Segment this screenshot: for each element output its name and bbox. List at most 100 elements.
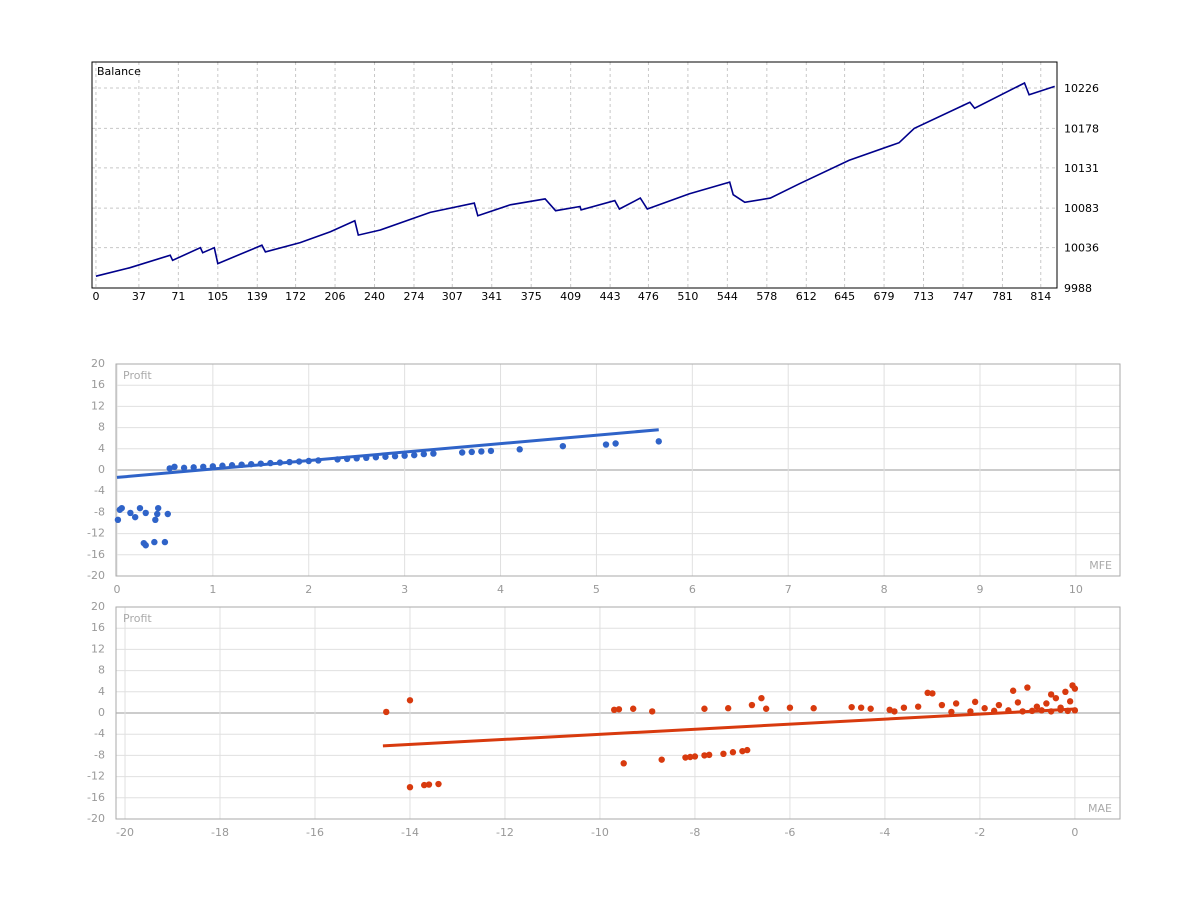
scatter-point [948,708,955,716]
scatter-point [990,707,998,715]
x-tick-label: 0 [113,583,120,596]
x-tick-label: -6 [784,826,795,839]
scatter-point [391,453,399,460]
x-tick-label: 510 [677,290,698,303]
scatter-point [1033,703,1041,710]
scatter-point [612,440,619,447]
scatter-point [1057,706,1064,714]
scatter-point [257,460,264,467]
y-tick-label: 0 [98,463,105,476]
x-tick-label: 9 [976,583,983,596]
scatter-point [276,459,284,466]
scatter-point [682,754,689,761]
x-tick-label: 375 [521,290,542,303]
scatter-point [758,694,765,702]
scatter-point [516,446,523,453]
x-tick-label: 544 [717,290,738,303]
scatter-point [295,458,303,465]
scatter-point [981,705,988,712]
x-tick-label: 7 [785,583,792,596]
scatter-point [343,455,351,463]
trend-line [382,707,1075,748]
y-tick-label: 10036 [1064,242,1099,255]
scatter-point [248,460,255,468]
scatter-point [1019,708,1026,715]
scatter-point [967,708,974,715]
y-tick-label: 16 [91,621,105,634]
scatter-point [353,455,360,462]
scatter-point [848,703,855,711]
scatter-point [142,542,149,549]
x-tick-label: 3 [401,583,408,596]
scatter-point [1071,685,1079,692]
scatter-point [929,690,936,697]
x-tick-label: -12 [496,826,514,839]
x-tick-label: 578 [756,290,777,303]
scatter-point [180,464,188,472]
x-tick-label: 2 [305,583,312,596]
trend-line [116,428,659,479]
y-tick-label: 8 [98,421,105,434]
scatter-point [1014,699,1022,706]
scatter-point [435,780,442,788]
x-tick-label: -20 [116,826,134,839]
scatter-point [420,450,428,458]
scatter-point [478,448,485,455]
scatter-point [131,513,139,521]
x-tick-label: 645 [834,290,855,303]
scatter-point [867,705,874,712]
x-tick-label: 240 [364,290,385,303]
x-tick-label: 8 [881,583,888,596]
scatter-point [620,760,627,767]
scatter-point [152,516,159,524]
x-tick-label: -18 [211,826,229,839]
scatter-point [161,538,169,546]
x-tick-label: 105 [207,290,228,303]
x-tick-label: 341 [481,290,502,303]
scatter-point [142,509,149,517]
scatter-point [658,756,665,763]
x-tick-label: 172 [285,290,306,303]
scatter-point [171,463,178,471]
scatter-point [1071,707,1079,714]
scatter-point [315,457,322,464]
scatter-point [127,509,134,517]
scatter-point [136,504,144,512]
scatter-point [602,441,610,448]
scatter-point [118,504,125,512]
scatter-point [701,752,708,759]
x-tick-label: -16 [306,826,324,839]
x-tick-label: 206 [325,290,346,303]
scatter-point [1066,698,1074,705]
y-tick-label: 9988 [1064,282,1092,295]
y-tick-label: 12 [91,642,105,655]
plot-border [115,363,1121,577]
scatter-point [383,708,390,716]
y-tick-label: -4 [94,727,105,740]
scatter-point [421,781,428,789]
y-tick-label: 4 [98,685,105,698]
x-tick-label: 10 [1069,583,1083,596]
x-tick-label: 679 [874,290,895,303]
x-tick-label: 4 [497,583,504,596]
y-tick-label: -16 [87,548,105,561]
chart-title: Balance [97,65,141,78]
x-axis-label: MFE [1089,559,1112,572]
y-tick-label: 0 [98,706,105,719]
x-tick-label: 0 [92,290,99,303]
scatter-point [705,751,713,759]
scatter-point [559,442,567,450]
scatter-point [372,454,380,461]
scatter-point [810,705,817,712]
scatter-point [611,706,618,714]
scatter-point [1047,708,1055,715]
y-tick-label: 4 [98,442,105,455]
scatter-point [952,700,960,707]
y-tick-label: 10178 [1064,122,1099,135]
scatter-point [458,449,466,456]
scatter-point [914,703,922,710]
y-axis-label: Profit [123,612,152,625]
scatter-point [286,458,293,466]
x-tick-label: 814 [1030,290,1051,303]
scatter-point [1047,691,1055,698]
